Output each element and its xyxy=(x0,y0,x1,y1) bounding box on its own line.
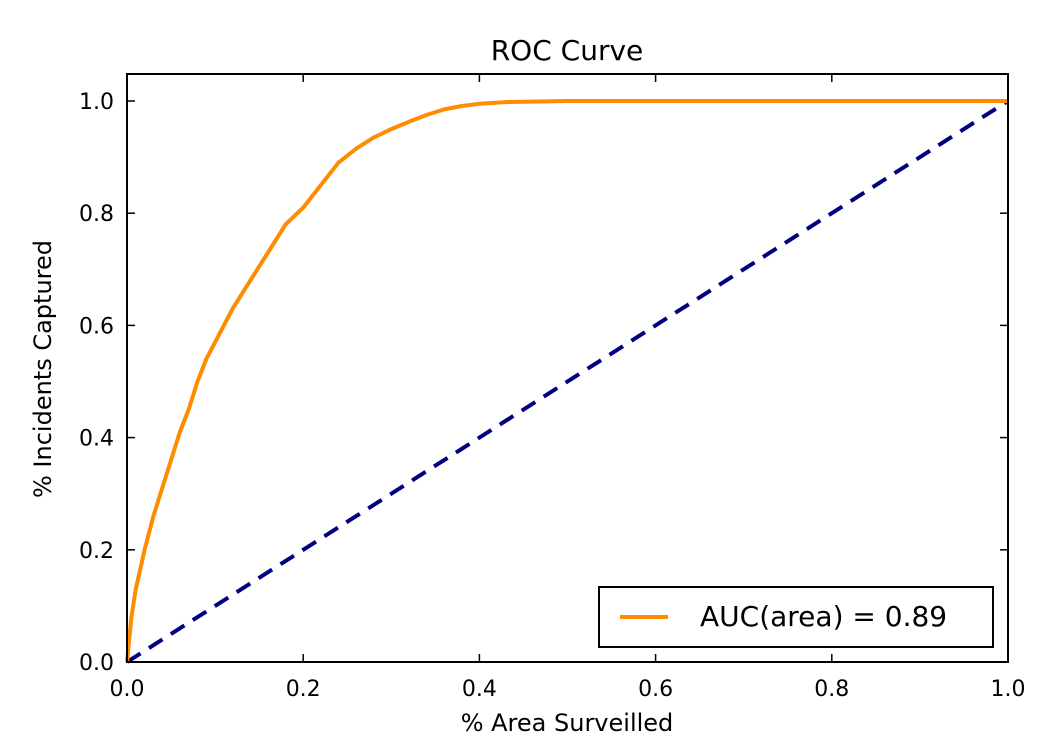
chart-title: ROC Curve xyxy=(491,34,644,67)
x-tick-label: 0.0 xyxy=(110,677,145,702)
axis-ticks: 0.0 0.2 0.4 0.6 0.8 1.0 0.0 0.2 0.4 0.6 0.8 1.0 xyxy=(79,74,1026,702)
plot-frame xyxy=(126,73,1009,663)
x-tick-label: 0.2 xyxy=(286,677,321,702)
legend-entry-label: AUC(area) = 0.89 xyxy=(700,600,947,633)
y-axis-label: % Incidents Captured xyxy=(29,240,57,498)
roc-curve-line xyxy=(125,99,1008,663)
y-tick-label: 0.4 xyxy=(79,427,114,452)
legend: AUC(area) = 0.89 xyxy=(598,586,994,648)
x-tick-label: 0.6 xyxy=(638,677,673,702)
x-tick-label: 0.4 xyxy=(462,677,497,702)
x-axis-label: % Area Surveilled xyxy=(461,709,674,737)
chance-diagonal-line xyxy=(125,99,1010,664)
y-tick-label: 0.8 xyxy=(79,202,114,227)
series-layer xyxy=(125,99,1010,664)
x-tick-label: 1.0 xyxy=(991,677,1026,702)
y-tick-label: 0.6 xyxy=(79,314,114,339)
y-tick-label: 1.0 xyxy=(79,90,114,115)
y-tick-label: 0.0 xyxy=(79,651,114,676)
y-tick-label: 0.2 xyxy=(79,539,114,564)
x-tick-label: 0.8 xyxy=(814,677,849,702)
